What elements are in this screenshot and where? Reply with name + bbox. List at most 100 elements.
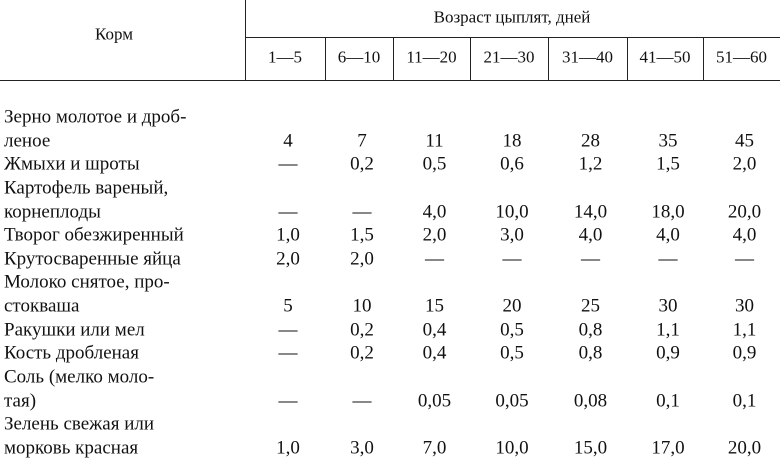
cell-value: — <box>278 342 298 364</box>
cell-value: 0,9 <box>656 342 680 364</box>
cell-value: 5 <box>283 295 293 317</box>
cell-value: — <box>502 248 522 270</box>
rule <box>470 37 471 80</box>
cell-value: 0,6 <box>500 153 524 175</box>
cell-value: 25 <box>581 295 600 317</box>
cell-value: 20,0 <box>727 437 762 459</box>
cell-value: 0,05 <box>417 390 452 412</box>
cell-value: 0,8 <box>578 319 603 341</box>
range-header: 41—50 <box>639 47 691 67</box>
cell-value: — <box>278 319 298 341</box>
range-header: 51—60 <box>716 47 767 67</box>
row-label: корнеплоды <box>4 201 101 223</box>
cell-value: 1,2 <box>578 153 603 175</box>
cell-value: 0,2 <box>350 153 374 175</box>
cell-value: 7 <box>357 130 367 152</box>
row-label: Жмыхи и шроты <box>4 153 140 175</box>
rule <box>0 80 780 81</box>
cell-value: 20,0 <box>727 201 762 223</box>
cell-value: 0,05 <box>495 390 529 412</box>
cell-value: 0,2 <box>350 342 374 364</box>
rule <box>325 37 326 80</box>
cell-value: 18,0 <box>651 201 685 223</box>
cell-value: 0,5 <box>422 153 447 175</box>
cell-value: 30 <box>658 295 678 317</box>
cell-value: 30 <box>735 295 754 317</box>
cell-value: 45 <box>735 130 754 152</box>
cell-value: 1,5 <box>656 153 680 175</box>
cell-value: 1,5 <box>350 224 374 246</box>
cell-value: 0,8 <box>578 342 603 364</box>
row-label: Молоко снятое, про- <box>4 271 170 293</box>
cell-value: 4,0 <box>656 224 680 246</box>
row-label: Крутосваренные яйца <box>4 248 181 270</box>
row-label: леное <box>4 130 51 152</box>
row-label: Зерно молотое и дроб- <box>4 106 187 128</box>
cell-value: — <box>352 201 372 223</box>
cell-value: 1,0 <box>276 437 300 459</box>
row-label: Творог обезжиренный <box>4 224 184 246</box>
row-label: Зелень свежая или <box>4 413 155 435</box>
cell-value: 4,0 <box>422 201 447 223</box>
row-label: Соль (мелко моло- <box>4 366 155 388</box>
cell-value: 2,0 <box>732 153 757 175</box>
cell-value: 3,0 <box>500 224 524 246</box>
cell-value: 0,5 <box>500 342 524 364</box>
rule <box>393 37 394 80</box>
cell-value: 18 <box>502 130 522 152</box>
cell-value: 0,08 <box>573 390 608 412</box>
cell-value: 1,0 <box>276 224 300 246</box>
range-header: 1—5 <box>268 47 302 67</box>
range-header: 21—30 <box>483 47 535 67</box>
cell-value: 2,0 <box>350 248 374 270</box>
cell-value: — <box>278 390 298 412</box>
cell-value: 28 <box>581 130 600 152</box>
rule <box>548 37 549 80</box>
rule <box>627 37 628 80</box>
cell-value: 3,0 <box>350 437 374 459</box>
cell-value: — <box>278 153 298 175</box>
cell-value: 1,1 <box>656 319 680 341</box>
range-header: 31—40 <box>562 47 613 67</box>
cell-value: 15,0 <box>573 437 608 459</box>
cell-value: 4,0 <box>732 224 757 246</box>
cell-value: — <box>352 390 372 412</box>
cell-value: 20 <box>502 295 522 317</box>
cell-value: 2,0 <box>276 248 300 270</box>
cell-value: 7,0 <box>422 437 447 459</box>
rule <box>245 37 780 38</box>
row-label: морковь красная <box>4 437 139 459</box>
cell-value: 10 <box>352 295 372 317</box>
range-header: 6—10 <box>337 47 381 67</box>
row-label: Картофель вареный, <box>4 177 169 199</box>
cell-value: 4 <box>283 130 293 152</box>
row-label: стокваша <box>4 295 80 317</box>
cell-value: — <box>658 248 678 270</box>
cell-value: 0,1 <box>656 390 680 412</box>
cell-value: 10,0 <box>495 437 529 459</box>
cell-value: 0,4 <box>422 342 447 364</box>
row-label: Кость дробленая <box>4 342 139 364</box>
cell-value: 10,0 <box>495 201 529 223</box>
feed-header: Корм <box>95 24 133 44</box>
cell-value: 1,1 <box>732 319 757 341</box>
cell-value: 0,1 <box>732 390 757 412</box>
range-header: 11—20 <box>406 47 457 67</box>
cell-value: 0,2 <box>350 319 374 341</box>
cell-value: 11 <box>425 130 444 152</box>
row-label: тая) <box>4 390 37 412</box>
cell-value: 14,0 <box>573 201 608 223</box>
rule <box>703 37 704 80</box>
cell-value: 0,9 <box>732 342 757 364</box>
cell-value: 0,5 <box>500 319 524 341</box>
cell-value: 2,0 <box>422 224 447 246</box>
cell-value: 15 <box>425 295 444 317</box>
age-header: Возраст цыплят, дней <box>433 7 591 27</box>
cell-value: 4,0 <box>578 224 603 246</box>
cell-value: — <box>735 248 754 270</box>
cell-value: — <box>425 248 444 270</box>
cell-value: — <box>278 201 298 223</box>
cell-value: 35 <box>658 130 678 152</box>
cell-value: 17,0 <box>651 437 685 459</box>
